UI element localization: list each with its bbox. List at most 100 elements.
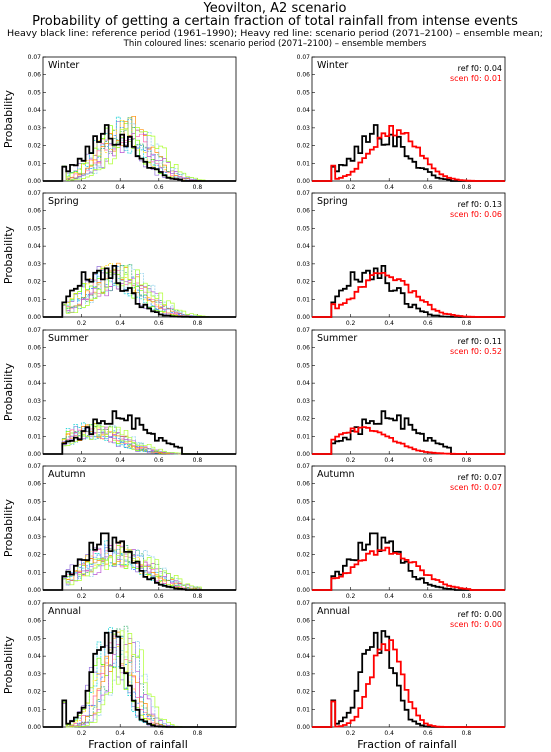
y-tick-label: 0.00 — [297, 178, 311, 185]
y-tick-label: 0.00 — [28, 178, 42, 185]
y-tick-label: 0.03 — [28, 261, 42, 268]
y-axis-label: Probability — [2, 225, 15, 284]
y-tick-label: 0.07 — [297, 463, 311, 470]
y-tick-label: 0.01 — [297, 569, 311, 576]
y-tick-label: 0.00 — [28, 587, 42, 594]
y-tick-label: 0.02 — [297, 279, 311, 286]
y-tick-label: 0.07 — [28, 600, 42, 607]
x-tick-label: 0.8 — [193, 730, 203, 737]
panel-autumn-members: 0.00 0.01 0.02 0.03 0.04 0.05 0.06 0.07 0.2 0.4 0.… — [2, 463, 237, 600]
reference-series-line — [312, 630, 505, 728]
x-tick-label: 0.2 — [346, 184, 356, 191]
y-tick-label: 0.02 — [28, 143, 42, 150]
x-tick-label: 0.6 — [423, 593, 433, 600]
plot-frame — [311, 192, 506, 318]
x-tick-label: 0.6 — [154, 184, 164, 191]
member-series-line — [43, 545, 236, 591]
y-tick-label: 0.04 — [297, 107, 311, 114]
y-tick-label: 0.03 — [297, 125, 311, 132]
y-tick-label: 0.05 — [28, 225, 42, 232]
x-tick-label: 0.4 — [115, 320, 125, 327]
x-tick-label: 0.4 — [384, 184, 394, 191]
y-tick-label: 0.06 — [297, 345, 311, 352]
x-tick-label: 0.8 — [462, 320, 472, 327]
y-tick-label: 0.06 — [297, 481, 311, 488]
plot-frame — [311, 56, 506, 182]
season-label: Annual — [317, 606, 350, 617]
y-tick-label: 0.07 — [297, 190, 311, 197]
reference-series-line — [312, 532, 505, 591]
season-label: Annual — [48, 606, 81, 617]
x-axis-label-right: Fraction of rainfall — [357, 738, 457, 751]
x-tick-label: 0.6 — [423, 457, 433, 464]
x-tick-label: 0.4 — [384, 320, 394, 327]
reference-series-line — [43, 630, 236, 728]
x-tick-label: 0.8 — [193, 320, 203, 327]
y-tick-label: 0.01 — [28, 569, 42, 576]
season-label: Winter — [317, 60, 348, 71]
reference-series-line — [43, 124, 236, 182]
chart-subtitle: Probability of getting a certain fractio… — [32, 14, 518, 29]
y-tick-label: 0.07 — [297, 327, 311, 334]
x-tick-label: 0.4 — [115, 593, 125, 600]
y-tick-label: 0.00 — [297, 314, 311, 321]
member-series-line — [43, 265, 236, 318]
y-tick-label: 0.03 — [297, 398, 311, 405]
y-tick-label: 0.02 — [28, 416, 42, 423]
y-tick-label: 0.06 — [28, 208, 42, 215]
legend-line-1: Heavy black line: reference period (1961… — [7, 29, 543, 39]
y-tick-label: 0.05 — [297, 362, 311, 369]
y-tick-label: 0.00 — [297, 451, 311, 458]
season-label: Spring — [317, 196, 348, 207]
y-tick-label: 0.02 — [297, 143, 311, 150]
y-tick-label: 0.00 — [297, 724, 311, 731]
x-tick-label: 0.4 — [115, 184, 125, 191]
ref-f0-label: ref f0: 0.07 — [458, 473, 502, 482]
scenario-mean-series-line — [312, 272, 505, 318]
y-tick-label: 0.02 — [297, 416, 311, 423]
y-tick-label: 0.01 — [28, 706, 42, 713]
reference-series-line — [312, 124, 505, 182]
y-tick-label: 0.03 — [28, 398, 42, 405]
y-tick-label: 0.03 — [297, 534, 311, 541]
x-tick-label: 0.6 — [423, 184, 433, 191]
x-tick-label: 0.8 — [462, 184, 472, 191]
y-tick-label: 0.03 — [28, 534, 42, 541]
x-tick-label: 0.8 — [193, 457, 203, 464]
reference-series-line — [43, 265, 236, 318]
y-tick-label: 0.04 — [28, 243, 42, 250]
x-tick-label: 0.4 — [384, 730, 394, 737]
y-tick-label: 0.06 — [28, 618, 42, 625]
season-label: Autumn — [48, 469, 86, 480]
y-tick-label: 0.06 — [28, 481, 42, 488]
x-tick-label: 0.2 — [346, 593, 356, 600]
scenario-mean-series-line — [312, 426, 505, 455]
y-tick-label: 0.05 — [297, 225, 311, 232]
reference-series-line — [312, 265, 505, 318]
x-tick-label: 0.2 — [346, 320, 356, 327]
plot-frame — [42, 192, 237, 318]
y-tick-label: 0.01 — [297, 160, 311, 167]
y-tick-label: 0.01 — [297, 706, 311, 713]
y-tick-label: 0.05 — [28, 498, 42, 505]
x-tick-label: 0.8 — [462, 730, 472, 737]
reference-series-line — [43, 532, 236, 591]
x-tick-label: 0.2 — [77, 730, 87, 737]
y-axis-label: Probability — [2, 89, 15, 148]
x-axis-label-left: Fraction of rainfall — [88, 738, 188, 751]
panel-autumn-mean: 0.00 0.01 0.02 0.03 0.04 0.05 0.06 0.07 0.2 0.4 0.… — [297, 463, 506, 600]
panel-winter-mean: 0.00 0.01 0.02 0.03 0.04 0.05 0.06 0.07 0.2 0.4 0.… — [297, 54, 506, 191]
x-tick-label: 0.4 — [384, 593, 394, 600]
y-axis-label: Probability — [2, 635, 15, 694]
y-tick-label: 0.02 — [28, 279, 42, 286]
season-label: Summer — [48, 333, 88, 344]
y-tick-label: 0.03 — [28, 125, 42, 132]
y-tick-label: 0.00 — [28, 724, 42, 731]
y-tick-label: 0.05 — [297, 89, 311, 96]
y-tick-label: 0.04 — [297, 243, 311, 250]
y-tick-label: 0.02 — [28, 552, 42, 559]
plot-frame — [311, 465, 506, 591]
y-tick-label: 0.04 — [297, 380, 311, 387]
x-tick-label: 0.6 — [423, 730, 433, 737]
